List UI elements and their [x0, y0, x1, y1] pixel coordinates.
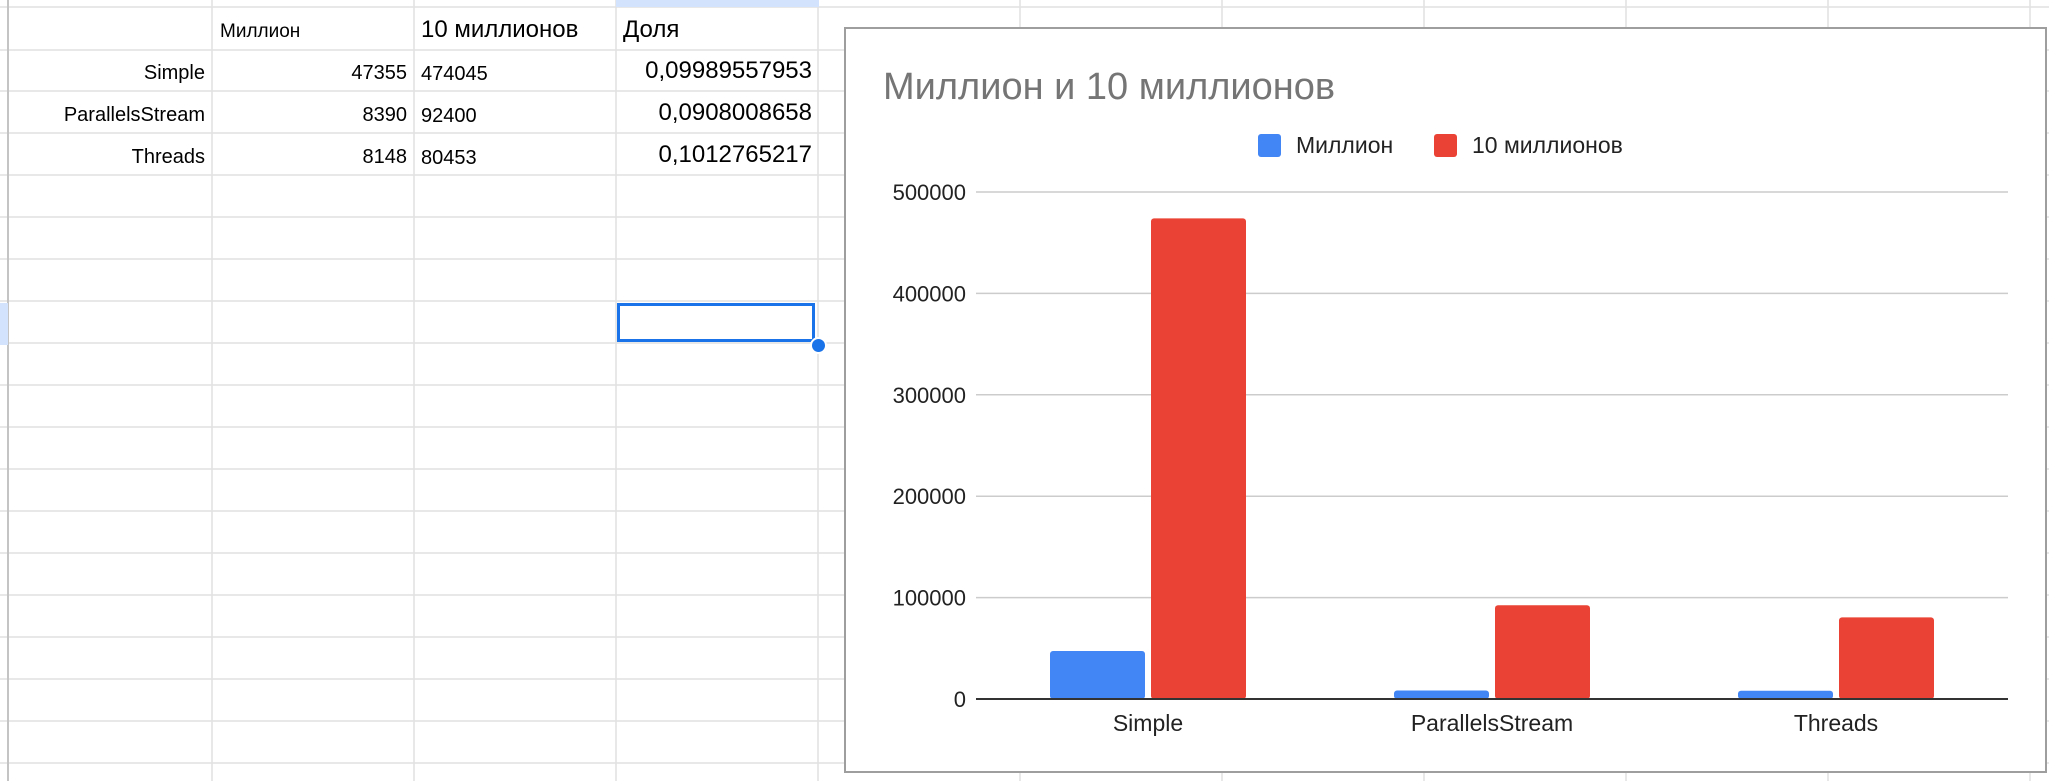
selected-cell[interactable] — [617, 303, 815, 342]
legend-swatch[interactable] — [1258, 134, 1281, 157]
x-tick-label: Threads — [1794, 710, 1878, 736]
share-value-cell[interactable]: 0,09989557953 — [645, 57, 812, 84]
bar[interactable] — [1738, 690, 1833, 699]
bar-chart: Миллион и 10 миллионов Миллион 10 миллион… — [883, 66, 2008, 736]
header-cell-million[interactable]: Миллион — [220, 21, 301, 42]
y-tick-label: 100000 — [893, 586, 966, 611]
row-header-highlight — [0, 303, 8, 345]
fill-handle[interactable] — [810, 337, 827, 354]
bar[interactable] — [1151, 218, 1246, 700]
chart-panel[interactable]: Миллион и 10 миллионов Миллион 10 миллион… — [844, 27, 2047, 773]
chart-title: Миллион и 10 миллионов — [883, 66, 1335, 108]
row-label-cell[interactable]: Threads — [131, 146, 205, 168]
million-value-cell[interactable]: 8390 — [362, 104, 408, 126]
x-tick-label: Simple — [1113, 710, 1183, 736]
header-cell-ten-million[interactable]: 10 миллионов — [421, 16, 579, 43]
legend-label[interactable]: 10 миллионов — [1472, 132, 1623, 158]
legend-swatch[interactable] — [1434, 134, 1457, 157]
y-tick-label: 0 — [954, 687, 966, 712]
y-tick-label: 200000 — [893, 484, 966, 509]
ten-million-value-cell[interactable]: 92400 — [421, 105, 477, 127]
share-value-cell[interactable]: 0,0908008658 — [658, 99, 813, 126]
row-label-cell[interactable]: Simple — [143, 62, 205, 84]
share-value-cell[interactable]: 0,1012765217 — [658, 141, 813, 168]
legend-label[interactable]: Миллион — [1296, 132, 1393, 158]
column-e-header-highlight — [616, 0, 819, 7]
ten-million-value-cell[interactable]: 474045 — [421, 63, 488, 85]
y-tick-label: 300000 — [893, 383, 966, 408]
header-cell-share[interactable]: Доля — [623, 16, 680, 43]
ten-million-value-cell[interactable]: 80453 — [421, 147, 477, 169]
row-label-cell[interactable]: ParallelsStream — [63, 104, 205, 126]
bar[interactable] — [1050, 650, 1145, 699]
y-tick-label: 400000 — [893, 281, 966, 306]
bar[interactable] — [1495, 605, 1590, 699]
million-value-cell[interactable]: 8148 — [362, 146, 408, 168]
bar[interactable] — [1394, 690, 1489, 699]
bar[interactable] — [1839, 617, 1934, 699]
y-tick-label: 500000 — [893, 180, 966, 205]
x-tick-label: ParallelsStream — [1411, 710, 1573, 736]
million-value-cell[interactable]: 47355 — [351, 62, 407, 84]
